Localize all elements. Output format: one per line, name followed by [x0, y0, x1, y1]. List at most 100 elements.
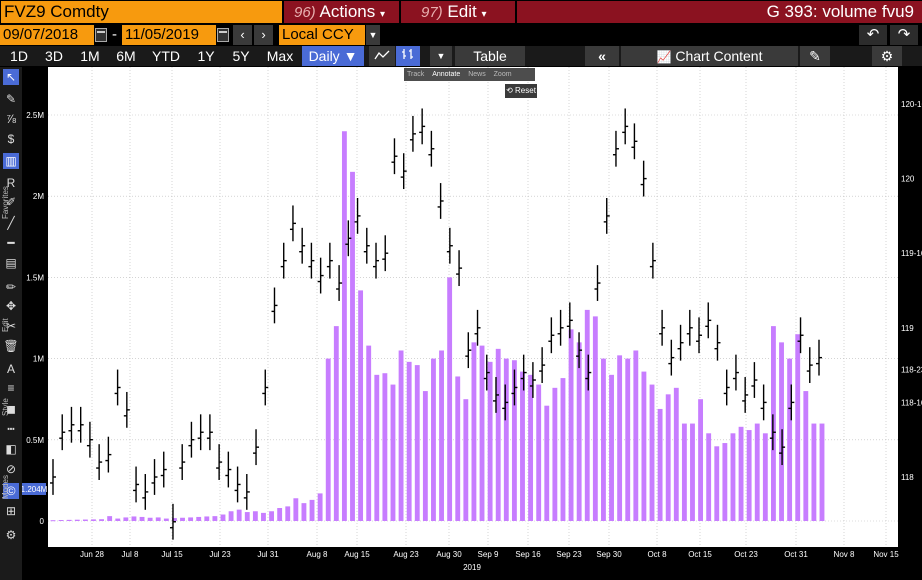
period-6m[interactable]: 6M — [116, 48, 136, 64]
volume-bar[interactable] — [317, 493, 323, 521]
volume-bar[interactable] — [309, 499, 315, 521]
currency-select[interactable]: Local CCY — [279, 25, 365, 45]
fibonacci-icon[interactable]: ⅞ — [5, 112, 16, 126]
volume-bar[interactable] — [536, 384, 542, 521]
channel-icon[interactable]: ▤ — [5, 256, 17, 270]
volume-bar[interactable] — [212, 516, 218, 521]
volume-bar[interactable] — [601, 358, 606, 521]
volume-bar[interactable] — [811, 423, 817, 521]
volume-bar[interactable] — [293, 498, 299, 521]
volume-bar[interactable] — [552, 387, 558, 521]
mode-g-icon[interactable]: ⊞ — [5, 504, 17, 518]
bars-icon[interactable]: ▥ — [3, 153, 19, 169]
volume-bar[interactable] — [746, 430, 752, 521]
volume-bar[interactable] — [406, 361, 412, 521]
volume-bar[interactable] — [503, 358, 509, 521]
move-icon[interactable]: ✥ — [5, 299, 17, 313]
volume-bar[interactable] — [269, 511, 274, 521]
volume-bar[interactable] — [803, 391, 809, 521]
volume-bar[interactable] — [560, 378, 566, 521]
volume-bar[interactable] — [511, 360, 517, 521]
volume-bar[interactable] — [277, 508, 283, 521]
link-icon[interactable]: ⊘ — [5, 462, 17, 476]
volume-bar[interactable] — [398, 350, 404, 521]
volume-bar[interactable] — [528, 374, 534, 521]
volume-bar[interactable] — [455, 376, 461, 521]
volume-bar[interactable] — [171, 518, 177, 521]
volume-bar[interactable] — [341, 131, 347, 522]
chart-type-dropdown[interactable]: ▼ — [430, 46, 452, 66]
volume-bar[interactable] — [544, 405, 550, 521]
volume-bar[interactable] — [706, 433, 712, 521]
frequency-select[interactable]: Daily ▼ — [302, 46, 364, 66]
volume-bar[interactable] — [690, 423, 695, 521]
fill-icon[interactable]: ◧ — [5, 442, 17, 456]
news-tool[interactable]: News — [468, 71, 486, 78]
volume-bar[interactable] — [568, 329, 574, 521]
volume-bar[interactable] — [617, 355, 623, 521]
volume-bar[interactable] — [188, 517, 194, 521]
collapse-icon[interactable]: « — [585, 46, 619, 66]
undo-icon[interactable]: ↶ — [859, 25, 887, 45]
volume-bar[interactable] — [633, 350, 639, 521]
volume-bar[interactable] — [576, 342, 582, 521]
volume-bar[interactable] — [722, 443, 728, 521]
volume-bar[interactable] — [431, 358, 436, 521]
volume-bar[interactable] — [787, 358, 793, 521]
reset-button[interactable]: ⟲ Reset — [505, 84, 537, 98]
volume-bar[interactable] — [738, 426, 744, 521]
volume-bar[interactable] — [471, 342, 477, 521]
zoom-tool[interactable]: Zoom — [493, 71, 512, 78]
end-date-field[interactable]: 11/05/2019 — [122, 25, 216, 45]
calendar-icon[interactable] — [217, 28, 229, 42]
text-style-icon[interactable]: A — [6, 362, 15, 376]
volume-bar[interactable] — [382, 373, 388, 521]
period-3d[interactable]: 3D — [45, 48, 63, 64]
volume-bar[interactable] — [487, 361, 493, 521]
volume-bar[interactable] — [414, 365, 420, 521]
volume-bar[interactable] — [681, 423, 687, 521]
chart-content-button[interactable]: 📈 Chart Content — [621, 46, 798, 66]
volume-bar[interactable] — [163, 518, 169, 521]
mode-c-icon[interactable]: © — [3, 483, 19, 499]
ticker-field[interactable]: FVZ9 Comdty — [1, 1, 282, 23]
volume-bar[interactable] — [220, 514, 226, 521]
volume-bar[interactable] — [649, 384, 655, 521]
volume-bar[interactable] — [123, 517, 129, 521]
volume-chart[interactable]: 2.5M 2M 1.5M 1M 0.5M 0 120-16 120 119-16 119 118-… — [22, 67, 922, 580]
volume-bar[interactable] — [366, 345, 372, 521]
volume-bar[interactable] — [625, 358, 631, 521]
horizontal-line-icon[interactable]: ━ — [7, 236, 15, 250]
volume-bar[interactable] — [155, 517, 161, 521]
volume-bar[interactable] — [714, 446, 720, 521]
volume-bar[interactable] — [584, 309, 590, 521]
volume-bar[interactable] — [819, 423, 825, 521]
volume-bar[interactable] — [107, 516, 113, 521]
volume-bar[interactable] — [350, 171, 355, 521]
volume-bar[interactable] — [139, 516, 145, 521]
bar-chart-icon[interactable] — [396, 46, 420, 66]
volume-bar[interactable] — [520, 371, 525, 521]
edit-pencil-icon[interactable]: ✎ — [800, 46, 830, 66]
volume-bar[interactable] — [657, 408, 663, 521]
volume-bar[interactable] — [131, 516, 137, 521]
volume-bar[interactable] — [91, 519, 96, 521]
chevron-down-icon[interactable]: ▼ — [366, 25, 380, 45]
volume-bar[interactable] — [665, 394, 671, 521]
period-1m[interactable]: 1M — [80, 48, 100, 64]
volume-bar[interactable] — [325, 358, 331, 521]
calendar-icon[interactable] — [95, 28, 107, 42]
volume-bar[interactable] — [641, 371, 647, 521]
volume-bar[interactable] — [795, 334, 801, 521]
volume-bar[interactable] — [762, 433, 768, 521]
edit-menu[interactable]: 97) Edit ▾ — [401, 1, 515, 23]
period-1d[interactable]: 1D — [10, 48, 28, 64]
volume-bar[interactable] — [236, 509, 242, 521]
volume-bar[interactable] — [82, 519, 88, 521]
volume-bar[interactable] — [147, 517, 153, 521]
volume-bar[interactable] — [730, 433, 736, 521]
annotate-tool[interactable]: Annotate — [432, 71, 461, 78]
volume-bar[interactable] — [115, 518, 121, 521]
color-icon[interactable]: ◼ — [6, 402, 16, 416]
pencil-icon[interactable]: ✏ — [5, 280, 17, 294]
